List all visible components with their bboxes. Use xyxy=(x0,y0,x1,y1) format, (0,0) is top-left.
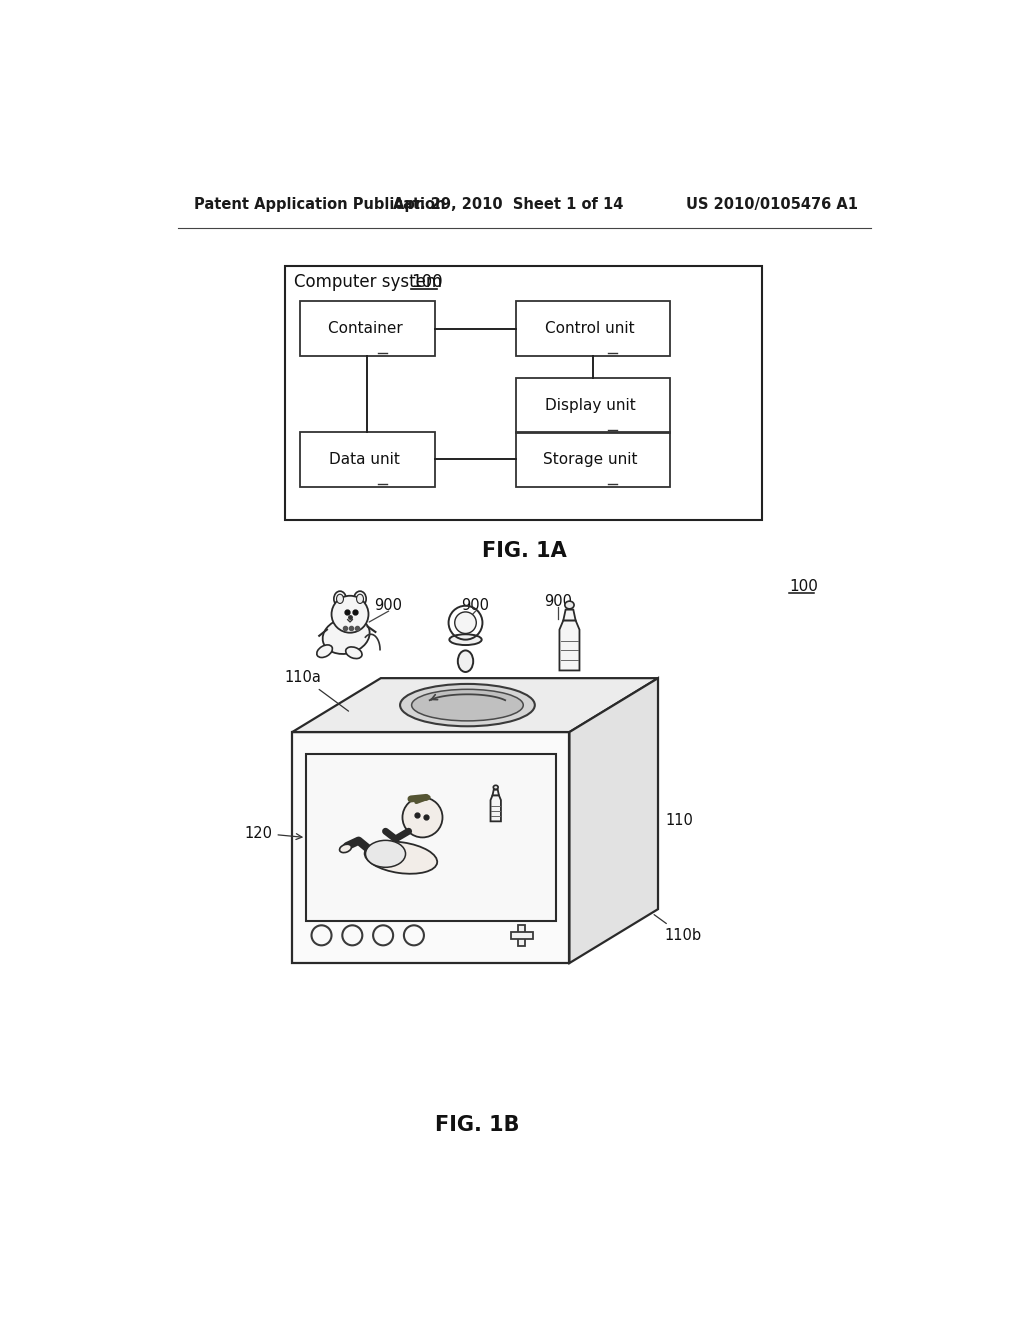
Circle shape xyxy=(402,797,442,837)
Ellipse shape xyxy=(323,618,370,653)
Text: Storage unit: Storage unit xyxy=(543,451,642,467)
Bar xyxy=(515,301,670,356)
Bar xyxy=(300,432,435,487)
Ellipse shape xyxy=(356,594,364,603)
Bar xyxy=(306,754,556,921)
Text: Display unit: Display unit xyxy=(545,399,640,413)
Bar xyxy=(300,301,435,356)
Ellipse shape xyxy=(458,651,473,672)
Text: 110: 110 xyxy=(666,813,693,828)
Polygon shape xyxy=(559,620,580,671)
Text: Computer system: Computer system xyxy=(294,273,447,290)
Ellipse shape xyxy=(340,845,351,853)
Text: 100: 100 xyxy=(788,579,818,594)
Text: 110a: 110a xyxy=(285,671,348,711)
Ellipse shape xyxy=(412,689,523,721)
Text: FIG. 1A: FIG. 1A xyxy=(482,541,567,561)
Polygon shape xyxy=(292,678,658,733)
Text: Patent Application Publication: Patent Application Publication xyxy=(194,197,445,213)
Ellipse shape xyxy=(337,594,343,603)
Text: Data unit: Data unit xyxy=(330,451,406,467)
Polygon shape xyxy=(569,678,658,964)
Text: 100: 100 xyxy=(411,273,442,290)
Polygon shape xyxy=(493,789,499,796)
Text: 900: 900 xyxy=(462,598,489,612)
Bar xyxy=(292,733,569,964)
Ellipse shape xyxy=(400,684,535,726)
Ellipse shape xyxy=(316,645,333,657)
Circle shape xyxy=(332,595,369,632)
Ellipse shape xyxy=(450,635,481,645)
Ellipse shape xyxy=(494,785,498,789)
Text: Apr. 29, 2010  Sheet 1 of 14: Apr. 29, 2010 Sheet 1 of 14 xyxy=(392,197,623,213)
Bar xyxy=(518,924,525,946)
Bar xyxy=(511,932,532,939)
Bar xyxy=(285,267,762,520)
Ellipse shape xyxy=(366,841,406,867)
Text: Control unit: Control unit xyxy=(546,321,640,337)
Ellipse shape xyxy=(365,842,437,874)
Text: 110b: 110b xyxy=(654,915,701,942)
Ellipse shape xyxy=(354,591,367,607)
Polygon shape xyxy=(563,610,575,620)
Ellipse shape xyxy=(565,601,574,609)
Text: FIG. 1B: FIG. 1B xyxy=(435,1115,519,1135)
Ellipse shape xyxy=(334,591,346,607)
Text: 900: 900 xyxy=(375,598,402,612)
Ellipse shape xyxy=(346,647,362,659)
Text: Container: Container xyxy=(328,321,408,337)
Bar xyxy=(515,432,670,487)
Polygon shape xyxy=(490,796,501,821)
Text: 900: 900 xyxy=(544,594,572,609)
Text: 120: 120 xyxy=(245,825,302,841)
Text: US 2010/0105476 A1: US 2010/0105476 A1 xyxy=(686,197,858,213)
Circle shape xyxy=(455,612,476,634)
Bar xyxy=(515,378,670,433)
